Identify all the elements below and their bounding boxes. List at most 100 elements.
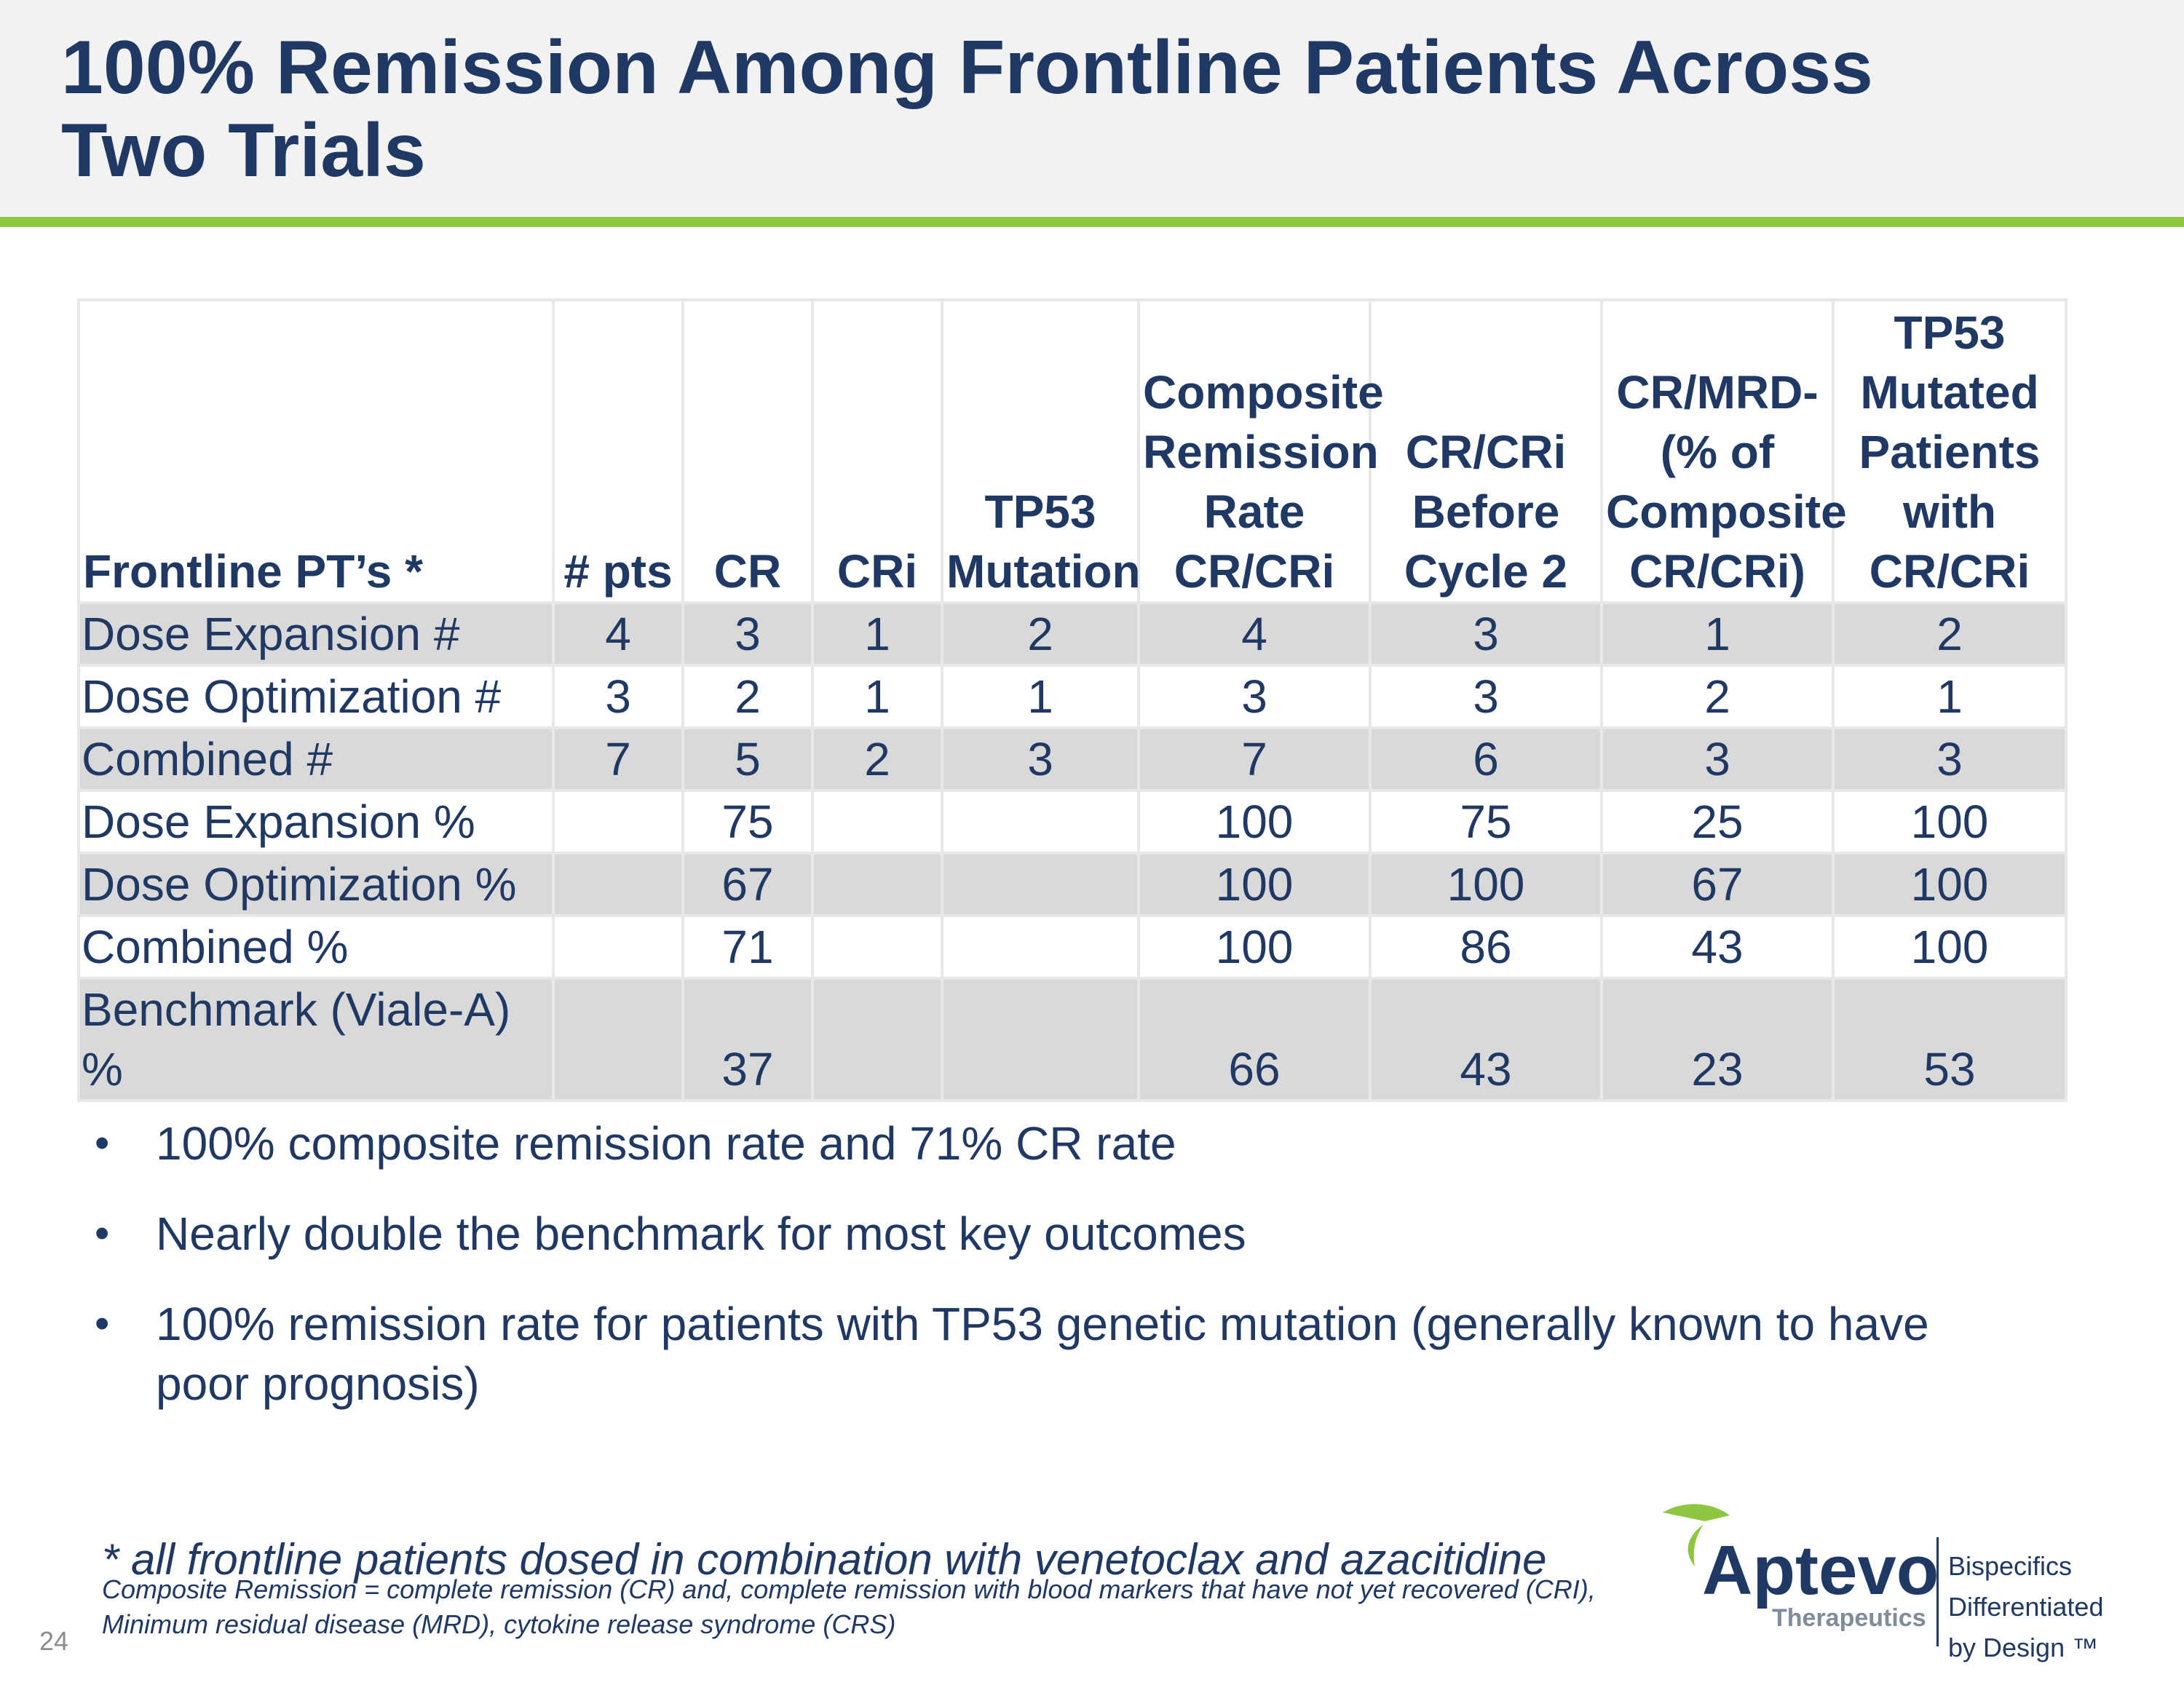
table-row: Dose Expansion % 75 100 75 25 100	[77, 789, 2068, 855]
footnote-dosing: * all frontline patients dosed in combin…	[102, 1535, 1547, 1584]
bullet-text: 100% composite remission rate and 71% CR…	[156, 1117, 1176, 1170]
table-cell	[811, 914, 943, 980]
column-header: TP53 Mutated Patients with CR/CRi	[1832, 298, 2068, 604]
company-logo-subtitle: Therapeutics	[1772, 1604, 1926, 1632]
table-cell: 100	[1832, 789, 2068, 855]
list-item: • 100% remission rate for patients with T…	[95, 1294, 2017, 1414]
column-header: CR	[681, 298, 814, 604]
table-cell: 37	[681, 977, 814, 1102]
table-cell: 3	[941, 726, 1140, 792]
table-row: Combined # 7 5 2 3 7 6 3 3	[77, 726, 2068, 792]
table-cell: 1	[1600, 601, 1835, 667]
page-number: 24	[39, 1626, 69, 1656]
bullet-dot-icon: •	[95, 1300, 110, 1347]
row-label: Dose Expansion #	[77, 601, 555, 667]
table-cell: 3	[1137, 664, 1372, 729]
table-cell	[552, 977, 684, 1102]
table-cell: 4	[1137, 601, 1372, 667]
results-table: Frontline PT’s * # pts CR CRi TP53 Mutat…	[77, 298, 2068, 1102]
table-cell	[811, 852, 943, 917]
column-header: TP53 Mutation	[941, 298, 1141, 604]
table-cell	[811, 789, 943, 855]
table-row: Dose Expansion # 4 3 1 2 4 3 1 2	[77, 601, 2068, 667]
list-item: • Nearly double the benchmark for most ke…	[95, 1204, 2017, 1264]
table-row: Dose Optimization # 3 2 1 1 3 3 2 1	[77, 664, 2068, 729]
bullet-text: 100% remission rate for patients with TP…	[156, 1298, 1929, 1410]
column-header: CRi	[811, 298, 943, 604]
bullet-dot-icon: •	[95, 1210, 110, 1257]
table-cell: 67	[1600, 852, 1835, 917]
table-cell: 100	[1832, 914, 2068, 980]
row-label: Combined %	[77, 914, 555, 980]
table-cell: 3	[1600, 726, 1835, 792]
column-header: # pts	[552, 298, 684, 604]
column-header: Frontline PT’s *	[77, 298, 555, 604]
table-cell	[941, 852, 1140, 917]
table-cell: 100	[1137, 789, 1372, 855]
table-row: Dose Optimization % 67 100 100 67 100	[77, 852, 2068, 917]
table-cell: 1	[1832, 664, 2068, 729]
table-cell: 1	[811, 601, 943, 667]
table-cell: 3	[1832, 726, 2068, 792]
tagline-line: Bispecifics	[1948, 1551, 2073, 1581]
tagline-line: by Design ™	[1948, 1633, 2099, 1662]
table-cell	[941, 914, 1140, 980]
row-label: Combined #	[77, 726, 555, 792]
table-cell: 100	[1137, 914, 1372, 980]
bullet-text: Nearly double the benchmark for most key…	[156, 1208, 1246, 1260]
table-cell	[552, 789, 684, 855]
table-row: Benchmark (Viale-A) % 37 66 43 23 53	[77, 977, 2068, 1102]
table-cell: 1	[941, 664, 1140, 729]
table-cell: 75	[681, 789, 814, 855]
table-cell: 25	[1600, 789, 1835, 855]
table-cell: 100	[1369, 852, 1603, 917]
table-cell: 66	[1137, 977, 1372, 1102]
table-cell: 3	[1369, 664, 1603, 729]
column-header: CR/MRD- (% of Composite CR/CRi)	[1600, 298, 1847, 604]
table-cell: 100	[1137, 852, 1372, 917]
row-label: Dose Optimization %	[77, 852, 555, 917]
footnote-definitions: Composite Remission = complete remission…	[102, 1574, 1596, 1639]
table-cell: 7	[552, 726, 684, 792]
table-cell: 43	[1369, 977, 1603, 1102]
table-cell: 67	[681, 852, 814, 917]
leaf-swoosh-icon	[1663, 1504, 1730, 1566]
table-cell: 5	[681, 726, 814, 792]
table-cell: 71	[681, 914, 814, 980]
table-cell: 2	[1600, 664, 1835, 729]
table-cell: 100	[1832, 852, 2068, 917]
table-cell: 3	[1369, 601, 1603, 667]
table-cell: 4	[552, 601, 684, 667]
table-cell: 2	[941, 601, 1140, 667]
column-header: Composite Remission Rate CR/CRi	[1137, 298, 1384, 604]
table-cell: 43	[1600, 914, 1835, 980]
tagline-line: Differentiated	[1948, 1592, 2104, 1622]
table-cell	[552, 914, 684, 980]
slide-title: 100% Remission Among Frontline Patients …	[61, 25, 1873, 193]
table-cell	[941, 977, 1140, 1102]
table-cell: 7	[1137, 726, 1372, 792]
row-label: Benchmark (Viale-A) %	[77, 977, 555, 1102]
logo-divider	[1936, 1537, 1939, 1646]
table-cell: 1	[811, 664, 943, 729]
row-label: Dose Expansion %	[77, 789, 555, 855]
table-header-row: Frontline PT’s * # pts CR CRi TP53 Mutat…	[77, 298, 2068, 604]
list-item: • 100% composite remission rate and 71% C…	[95, 1114, 2017, 1173]
row-label: Dose Optimization #	[77, 664, 555, 729]
table-cell: 3	[681, 601, 814, 667]
company-logo: Aptevo	[1702, 1531, 1939, 1609]
title-banner	[0, 0, 2184, 217]
title-underline	[0, 217, 2184, 227]
bullet-dot-icon: •	[95, 1119, 110, 1167]
table-cell: 86	[1369, 914, 1603, 980]
table-cell: 23	[1600, 977, 1835, 1102]
table-cell	[552, 852, 684, 917]
table-cell: 2	[1832, 601, 2068, 667]
table-cell: 3	[552, 664, 684, 729]
company-tagline: Bispecifics Differentiated by Design ™	[1948, 1546, 2103, 1668]
table-cell	[941, 789, 1140, 855]
table-cell	[811, 977, 943, 1102]
table-cell: 2	[811, 726, 943, 792]
table-cell: 6	[1369, 726, 1603, 792]
column-header: CR/CRi Before Cycle 2	[1369, 298, 1603, 604]
